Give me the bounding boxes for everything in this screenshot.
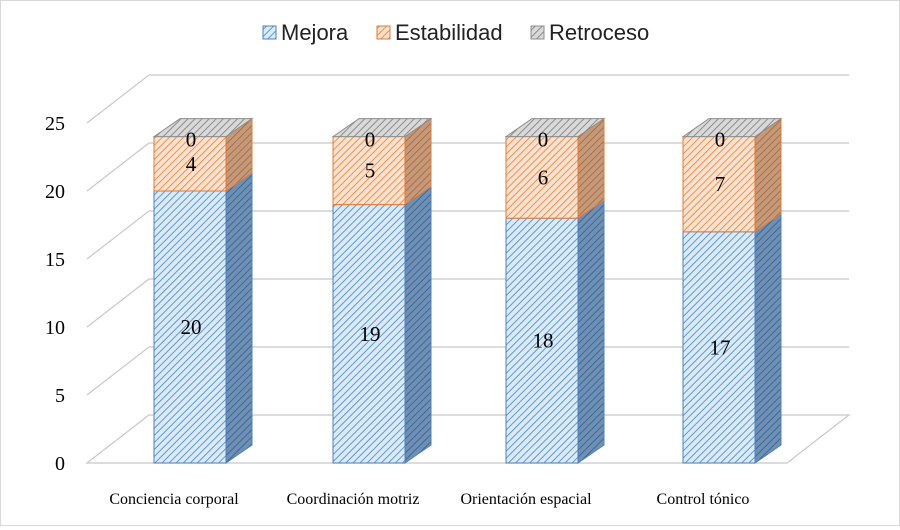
gridline-diagonal <box>86 346 150 396</box>
x-category-label: Orientación espacial <box>460 491 592 508</box>
gridline-diagonal <box>86 74 150 124</box>
legend-swatch <box>262 25 277 40</box>
bar-side <box>754 117 782 233</box>
legend-swatch <box>376 25 391 40</box>
data-label: 7 <box>715 172 726 196</box>
data-label: 6 <box>538 165 549 189</box>
bar-side <box>225 172 253 464</box>
gridline-diagonal <box>86 278 150 328</box>
legend-label: Retroceso <box>549 20 649 45</box>
data-label: 0 <box>186 128 197 152</box>
data-label: 20 <box>181 315 202 339</box>
y-tick-label: 20 <box>45 181 65 203</box>
bar-front <box>682 231 756 464</box>
y-tick-label: 25 <box>45 113 65 135</box>
bar-side <box>754 212 782 464</box>
bar-front <box>332 204 406 464</box>
data-label: 18 <box>533 329 554 353</box>
x-category-label: Control tónico <box>657 491 750 508</box>
data-label: 0 <box>715 128 726 152</box>
bar-top <box>681 118 783 138</box>
y-tick-label: 10 <box>45 317 65 339</box>
bar-front <box>505 136 579 219</box>
data-label: 0 <box>538 128 549 152</box>
legend-swatch <box>530 25 545 40</box>
bar-front <box>153 190 227 464</box>
y-tick-label: 5 <box>55 385 65 407</box>
y-tick-label: 15 <box>45 249 65 271</box>
gridline-diagonal <box>86 142 150 192</box>
legend-label: Estabilidad <box>395 20 503 45</box>
legend-label: Mejora <box>281 20 349 45</box>
x-category-label: Conciencia corporal <box>109 491 239 508</box>
data-label: 0 <box>365 128 376 152</box>
gridline-diagonal <box>86 210 150 260</box>
bar-front <box>332 136 406 206</box>
data-label: 4 <box>186 152 197 176</box>
data-label: 5 <box>365 159 376 183</box>
bar-top <box>152 118 254 138</box>
bar-top <box>331 118 433 138</box>
bar-side <box>577 199 605 464</box>
y-tick-label: 0 <box>55 453 65 475</box>
bar-top <box>504 118 606 138</box>
data-label: 19 <box>360 322 381 346</box>
bar-side <box>404 185 432 464</box>
data-label: 17 <box>710 335 731 359</box>
x-category-label: Coordinación motriz <box>287 491 420 508</box>
